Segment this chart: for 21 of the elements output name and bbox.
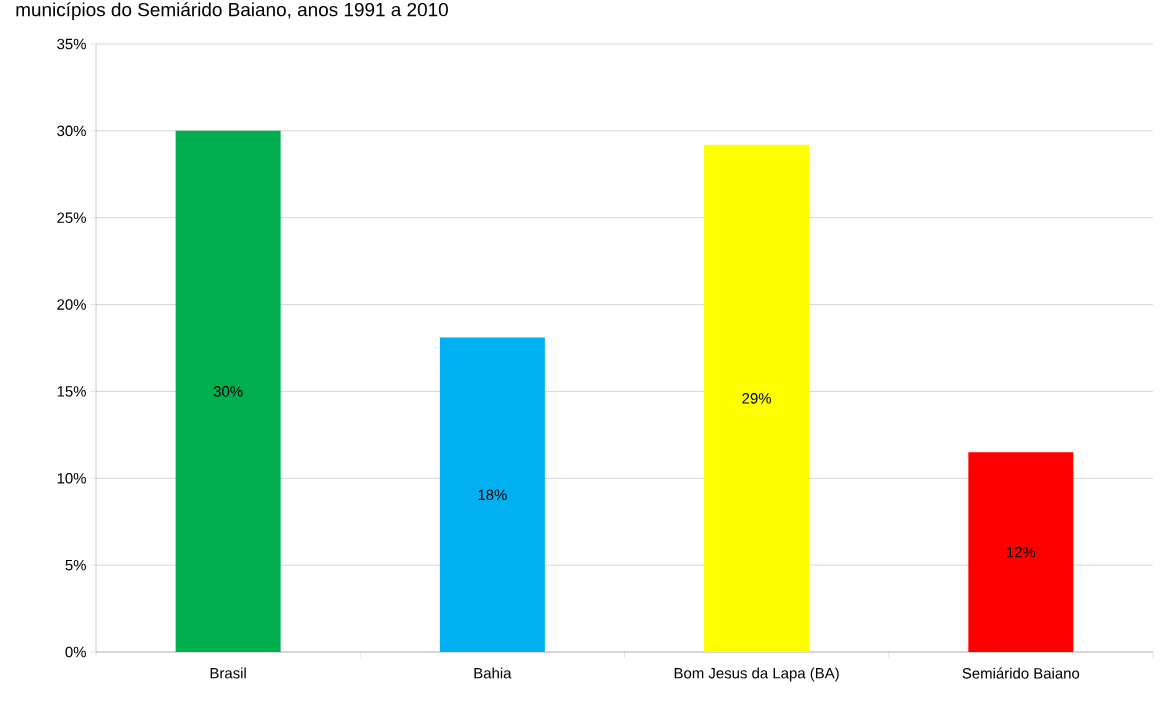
x-tick-label: Bahia [474, 667, 512, 679]
y-tick-label: 15% [57, 386, 86, 397]
y-tick-label: 25% [57, 212, 86, 223]
y-tick-label: 5% [65, 559, 86, 571]
y-tick-label: 0% [65, 646, 86, 658]
x-tick-label: Semiárido Baiano [962, 667, 1080, 679]
bar [175, 130, 281, 652]
y-tick-label: 35% [57, 38, 86, 50]
bar [704, 144, 810, 652]
y-tick-label: 10% [57, 472, 86, 484]
data-label: 12% [1007, 546, 1036, 558]
data-label: 29% [742, 393, 772, 404]
x-tick-label: Brasil [210, 667, 246, 679]
y-tick-label: 20% [57, 299, 86, 310]
data-label: 30% [213, 386, 243, 397]
chart-title: municípios do Semiárido Baiano, anos 1991 a 2010 [16, 2, 448, 21]
x-tick-label: Bom Jesus da Lapa (BA) [674, 667, 839, 682]
y-tick-label: 30% [57, 125, 86, 137]
bar [968, 452, 1074, 652]
bar [439, 337, 545, 652]
data-label: 18% [478, 489, 507, 501]
